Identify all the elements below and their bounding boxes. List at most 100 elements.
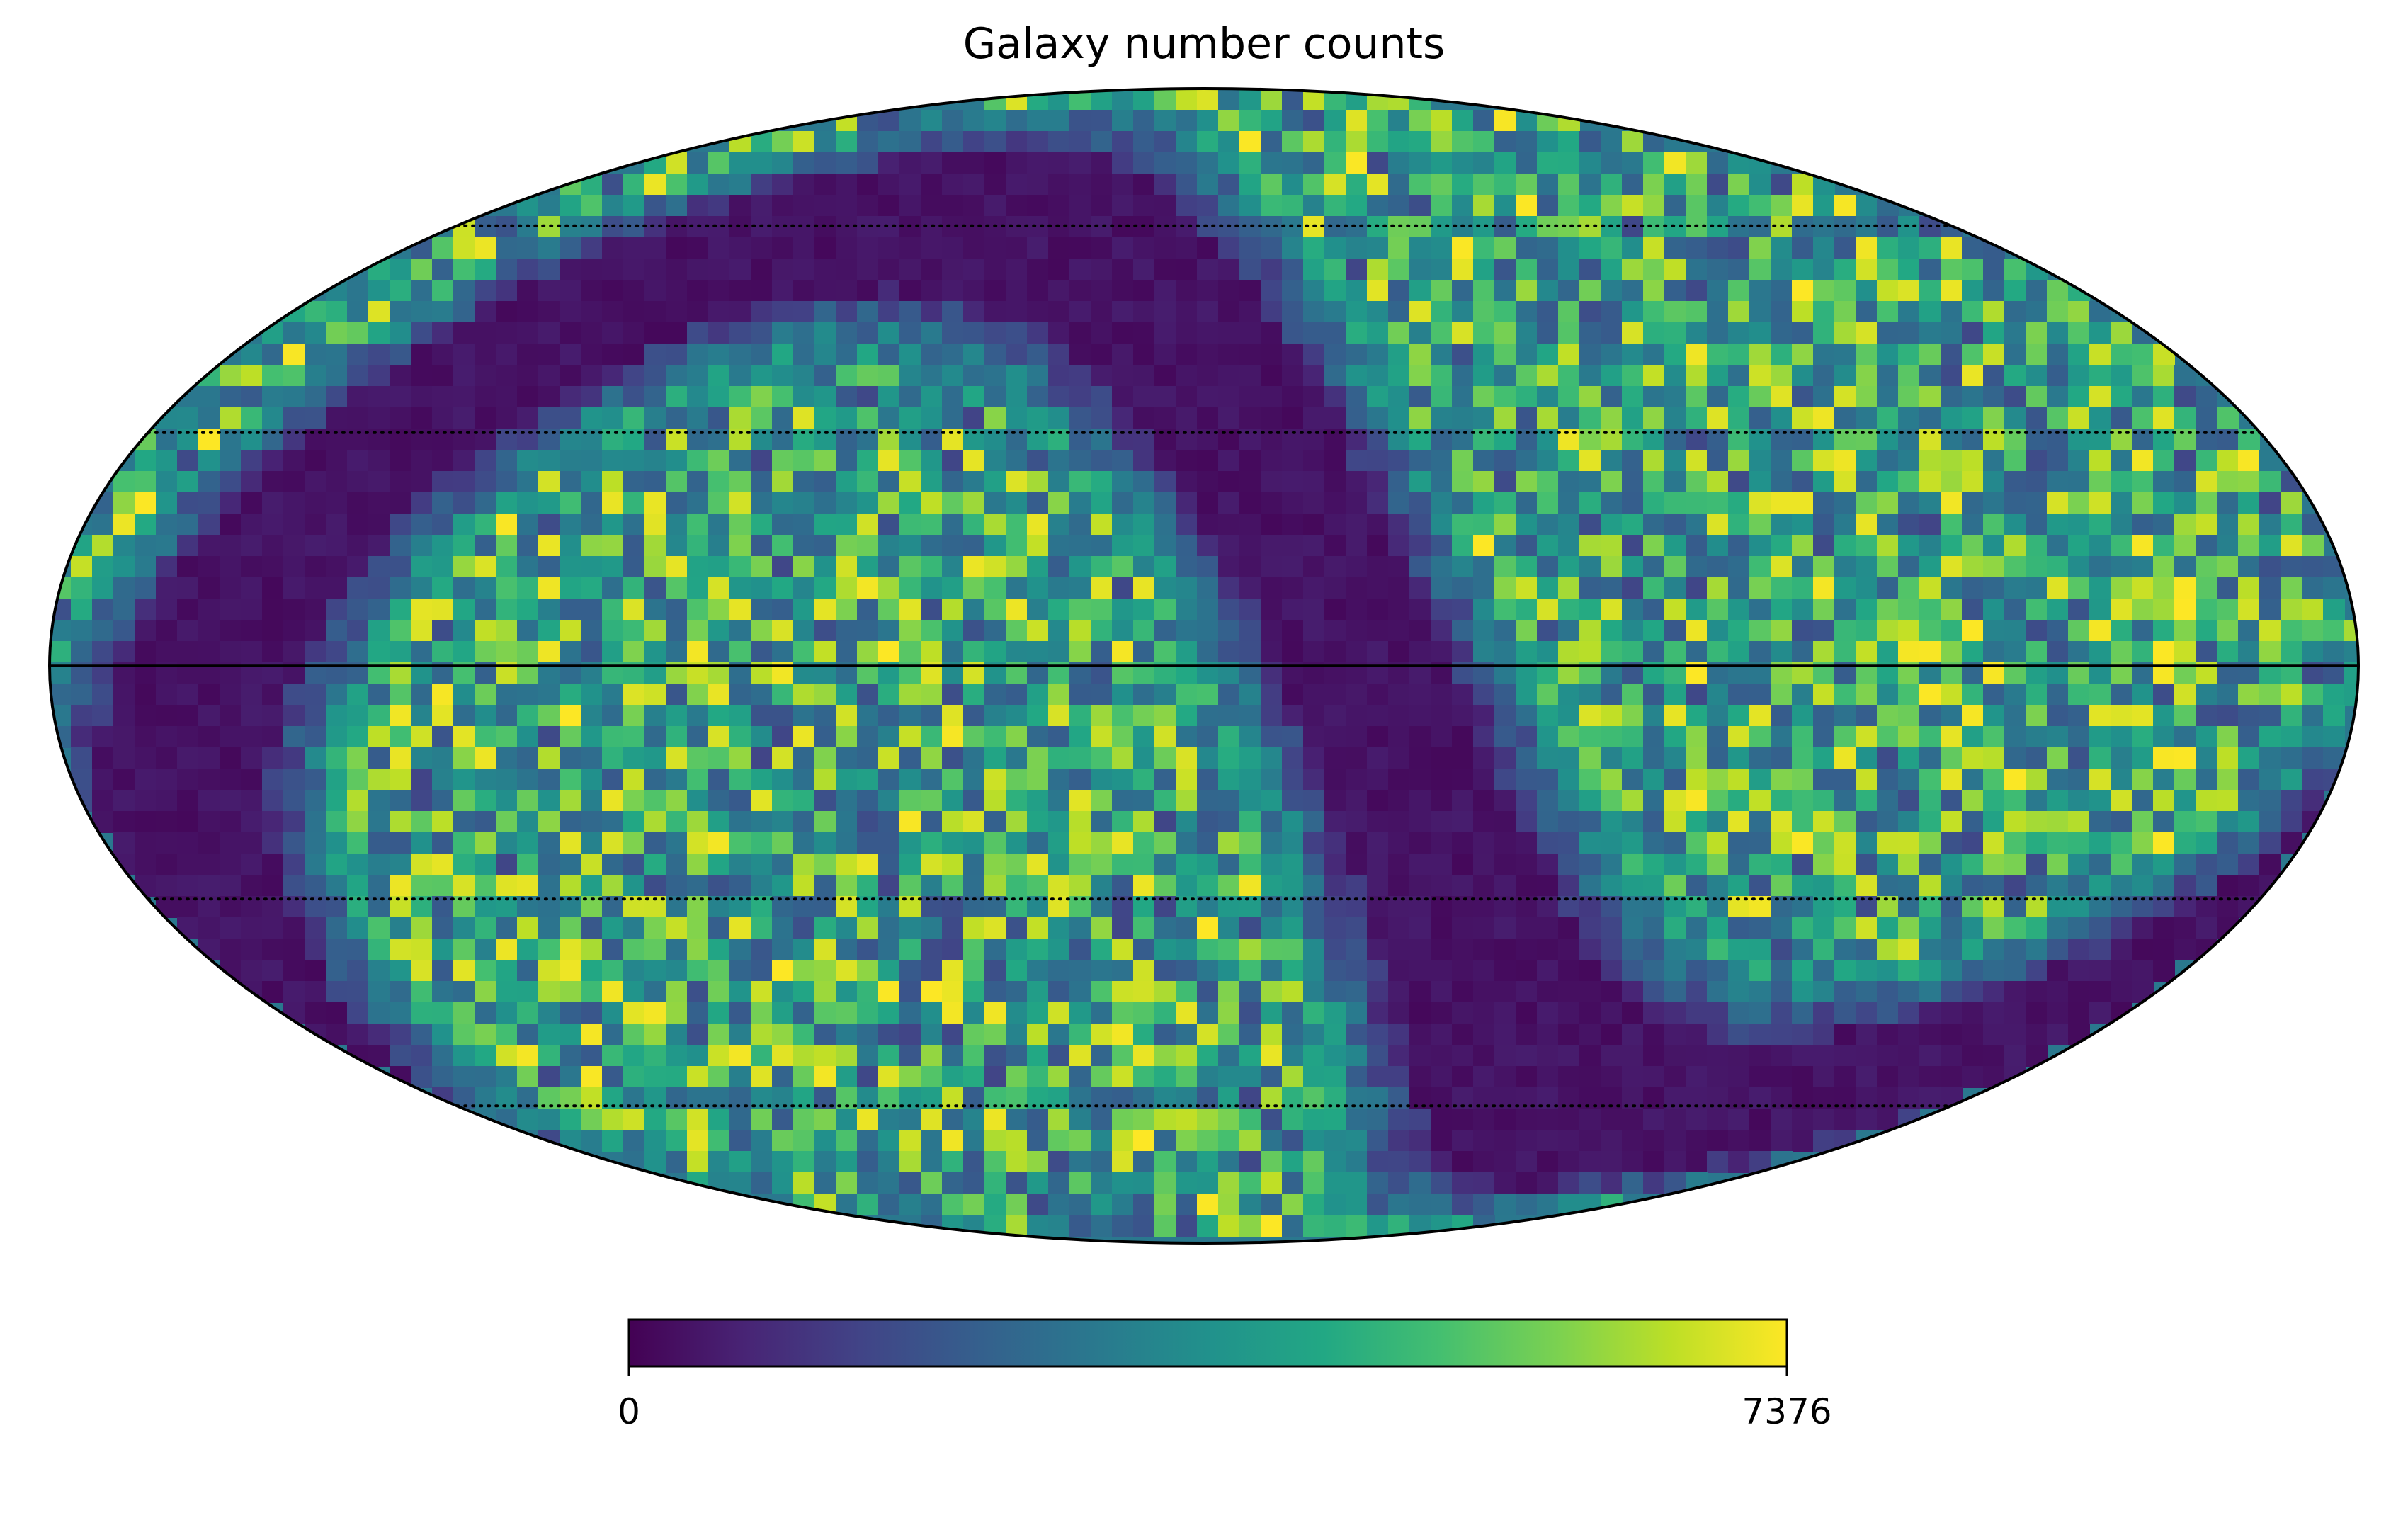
map-pixel	[496, 854, 518, 876]
map-pixel	[1112, 514, 1134, 536]
map-pixel	[602, 896, 624, 918]
map-pixel	[772, 344, 794, 366]
map-pixel	[1176, 1194, 1198, 1216]
map-pixel	[1069, 790, 1091, 812]
map-pixel	[1579, 1045, 1601, 1067]
map-pixel	[453, 429, 475, 450]
map-pixel	[602, 1002, 624, 1024]
map-pixel	[878, 110, 900, 132]
map-pixel	[1367, 237, 1389, 259]
map-pixel	[2217, 641, 2239, 663]
map-pixel	[602, 960, 624, 982]
map-pixel	[1473, 705, 1495, 727]
map-pixel	[2047, 535, 2069, 557]
map-pixel	[878, 365, 900, 387]
map-pixel	[666, 747, 688, 769]
map-pixel	[1282, 747, 1304, 769]
map-pixel	[1664, 832, 1686, 854]
map-pixel	[1282, 1024, 1304, 1046]
map-pixel	[1324, 301, 1346, 323]
map-pixel	[793, 1130, 815, 1152]
map-pixel	[581, 322, 603, 344]
map-pixel	[1388, 429, 1410, 450]
map-pixel	[1537, 769, 1559, 790]
map-pixel	[1367, 960, 1389, 982]
map-pixel	[347, 854, 369, 876]
map-pixel	[1069, 577, 1091, 599]
map-pixel	[1856, 641, 1878, 663]
map-pixel	[2047, 620, 2069, 642]
map-pixel	[984, 790, 1006, 812]
map-pixel	[1027, 471, 1049, 493]
map-pixel	[1261, 620, 1283, 642]
map-pixel	[1282, 259, 1304, 280]
map-pixel	[2047, 471, 2069, 493]
map-pixel	[1983, 939, 2005, 960]
map-pixel	[1558, 514, 1580, 536]
map-pixel	[1558, 1087, 1580, 1109]
map-pixel	[623, 1109, 645, 1130]
map-pixel	[1091, 1002, 1113, 1024]
map-pixel	[560, 577, 581, 599]
map-pixel	[1622, 939, 1644, 960]
map-pixel	[878, 152, 900, 174]
map-pixel	[1409, 939, 1431, 960]
map-pixel	[326, 514, 348, 536]
map-pixel	[1516, 344, 1538, 366]
map-pixel	[1346, 195, 1368, 217]
map-pixel	[2302, 535, 2324, 557]
map-pixel	[1771, 1045, 1793, 1067]
map-pixel	[644, 917, 666, 939]
map-pixel	[368, 492, 390, 514]
map-pixel	[1686, 747, 1708, 769]
map-pixel	[1728, 259, 1750, 280]
map-pixel	[1409, 917, 1431, 939]
map-pixel	[538, 641, 560, 663]
map-pixel	[1027, 917, 1049, 939]
map-pixel	[899, 195, 921, 217]
map-pixel	[878, 726, 900, 748]
map-pixel	[1601, 492, 1623, 514]
map-pixel	[1558, 747, 1580, 769]
map-pixel	[899, 1002, 921, 1024]
map-pixel	[623, 811, 645, 833]
map-pixel	[793, 1045, 815, 1067]
map-pixel	[1409, 259, 1431, 280]
map-pixel	[644, 1002, 666, 1024]
map-pixel	[1983, 535, 2005, 557]
map-pixel	[899, 174, 921, 196]
map-pixel	[1664, 811, 1686, 833]
map-pixel	[793, 195, 815, 217]
map-pixel	[1409, 684, 1431, 706]
map-pixel	[2238, 684, 2260, 706]
map-pixel	[1133, 344, 1155, 366]
map-pixel	[729, 981, 751, 1003]
map-pixel	[2196, 407, 2217, 429]
map-pixel	[1261, 1151, 1283, 1173]
map-pixel	[581, 237, 603, 259]
map-pixel	[857, 1024, 879, 1046]
map-pixel	[2238, 514, 2260, 536]
map-pixel	[2174, 641, 2196, 663]
map-pixel	[2281, 556, 2302, 578]
map-pixel	[1261, 641, 1283, 663]
map-pixel	[1962, 365, 1984, 387]
map-pixel	[1452, 1172, 1474, 1194]
map-pixel	[1303, 301, 1325, 323]
map-pixel	[1834, 705, 1856, 727]
map-pixel	[1856, 896, 1878, 918]
map-pixel	[262, 981, 284, 1003]
map-pixel	[2174, 939, 2196, 960]
map-pixel	[1027, 365, 1049, 387]
map-pixel	[1154, 896, 1176, 918]
map-pixel	[1579, 131, 1601, 153]
map-pixel	[1792, 939, 1814, 960]
map-pixel	[1112, 1109, 1134, 1130]
map-pixel	[1112, 684, 1134, 706]
map-pixel	[1664, 556, 1686, 578]
map-pixel	[1239, 152, 1261, 174]
map-pixel	[2281, 620, 2302, 642]
map-pixel	[963, 577, 985, 599]
map-pixel	[623, 492, 645, 514]
map-pixel	[1367, 747, 1389, 769]
